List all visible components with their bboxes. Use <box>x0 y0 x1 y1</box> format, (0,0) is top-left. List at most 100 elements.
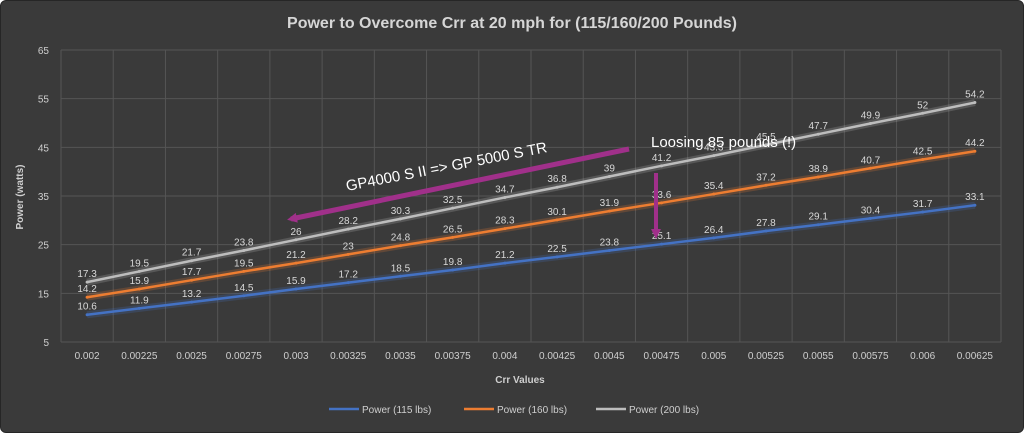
data-point <box>973 149 977 153</box>
data-label: 27.8 <box>756 218 776 229</box>
data-point <box>868 216 872 220</box>
annotation-arrow-left <box>287 146 630 223</box>
data-label: 14.5 <box>234 283 254 294</box>
data-point <box>764 143 768 147</box>
data-point <box>503 261 507 265</box>
data-point <box>190 300 194 304</box>
x-tick-label: 0.00275 <box>226 351 263 362</box>
data-point <box>398 217 402 221</box>
data-point <box>294 238 298 242</box>
x-tick-label: 0.00525 <box>748 351 785 362</box>
data-label: 13.2 <box>182 289 202 300</box>
data-label: 17.2 <box>338 270 358 281</box>
data-label: 21.2 <box>286 250 306 261</box>
y-tick-label: 5 <box>43 338 49 349</box>
data-point <box>503 227 507 231</box>
data-label: 26.5 <box>443 224 463 235</box>
legend: Power (115 lbs) Power (160 lbs) Power (200… <box>329 405 699 416</box>
x-tick-label: 0.003 <box>283 351 308 362</box>
data-label: 40.7 <box>861 155 881 166</box>
data-point <box>607 249 611 253</box>
legend-label: Power (115 lbs) <box>362 405 431 416</box>
data-label: 25.1 <box>652 231 672 242</box>
data-point <box>190 259 194 263</box>
data-point <box>712 236 716 240</box>
data-point <box>660 201 664 205</box>
data-label: 28.2 <box>338 216 358 227</box>
data-point <box>503 195 507 199</box>
x-tick-label: 0.00575 <box>852 351 889 362</box>
data-label: 39 <box>604 164 616 175</box>
x-tick-label: 0.0055 <box>803 351 834 362</box>
data-point <box>660 164 664 168</box>
data-point <box>190 278 194 282</box>
data-point <box>398 244 402 248</box>
x-tick-label: 0.00625 <box>957 351 994 362</box>
data-label: 21.2 <box>495 250 515 261</box>
data-label: 49.9 <box>861 110 881 121</box>
data-point <box>921 111 925 115</box>
data-label: 10.6 <box>77 302 97 313</box>
data-label: 26 <box>290 227 302 238</box>
data-label: 30.3 <box>391 206 411 217</box>
data-label: 44.2 <box>965 138 985 149</box>
data-label: 23.8 <box>600 238 620 249</box>
data-point <box>85 313 89 317</box>
x-tick-label: 0.00475 <box>643 351 680 362</box>
data-label: 30.4 <box>861 205 881 216</box>
data-label: 23.8 <box>234 238 254 249</box>
x-tick-label: 0.00225 <box>121 351 158 362</box>
y-tick-label: 45 <box>38 143 50 154</box>
data-point <box>137 306 141 310</box>
data-point <box>451 268 455 272</box>
data-label: 33.6 <box>652 190 672 201</box>
data-label: 19.8 <box>443 257 463 268</box>
annotation-text-weight: Loosing 85 pounds (!) <box>651 134 796 151</box>
data-point <box>294 261 298 265</box>
data-point <box>764 183 768 187</box>
data-point <box>764 229 768 233</box>
data-label: 42.5 <box>913 147 933 158</box>
legend-label: Power (200 lbs) <box>629 405 699 416</box>
data-point <box>242 269 246 273</box>
data-point <box>555 218 559 222</box>
data-point <box>921 158 925 161</box>
y-tick-label: 25 <box>38 241 50 252</box>
series-line <box>86 149 976 299</box>
data-label: 33.1 <box>965 192 985 203</box>
x-tick-label: 0.004 <box>492 351 517 362</box>
data-point <box>398 274 402 278</box>
data-point <box>660 242 664 246</box>
data-point <box>451 206 455 210</box>
data-label: 37.2 <box>756 172 776 183</box>
data-point <box>868 121 872 125</box>
data-label: 26.4 <box>704 225 724 236</box>
data-label: 14.2 <box>77 284 97 295</box>
data-point <box>555 255 559 259</box>
data-label: 19.5 <box>234 258 254 269</box>
data-label: 52 <box>917 100 929 111</box>
data-label: 36.8 <box>547 174 567 185</box>
x-tick-label: 0.0035 <box>385 351 416 362</box>
data-point <box>346 281 350 285</box>
data-label: 21.7 <box>182 248 202 259</box>
data-point <box>712 192 716 196</box>
y-tick-label: 15 <box>38 289 50 300</box>
data-label: 23 <box>343 241 355 252</box>
data-point <box>555 185 559 189</box>
data-point <box>137 287 141 291</box>
y-tick-label: 35 <box>38 192 50 203</box>
data-point <box>137 269 141 273</box>
data-label: 18.5 <box>391 263 411 274</box>
x-tick-label: 0.002 <box>75 351 100 362</box>
x-tick-label: 0.00375 <box>435 351 472 362</box>
x-tick-label: 0.005 <box>701 351 726 362</box>
data-label: 31.7 <box>913 199 933 210</box>
chart-title: Power to Overcome Crr at 20 mph for (115… <box>287 15 737 32</box>
x-axis-title: Crr Values <box>495 375 545 386</box>
data-label: 22.5 <box>547 244 567 255</box>
x-tick-label: 0.00325 <box>330 351 367 362</box>
data-label: 17.7 <box>182 267 202 278</box>
